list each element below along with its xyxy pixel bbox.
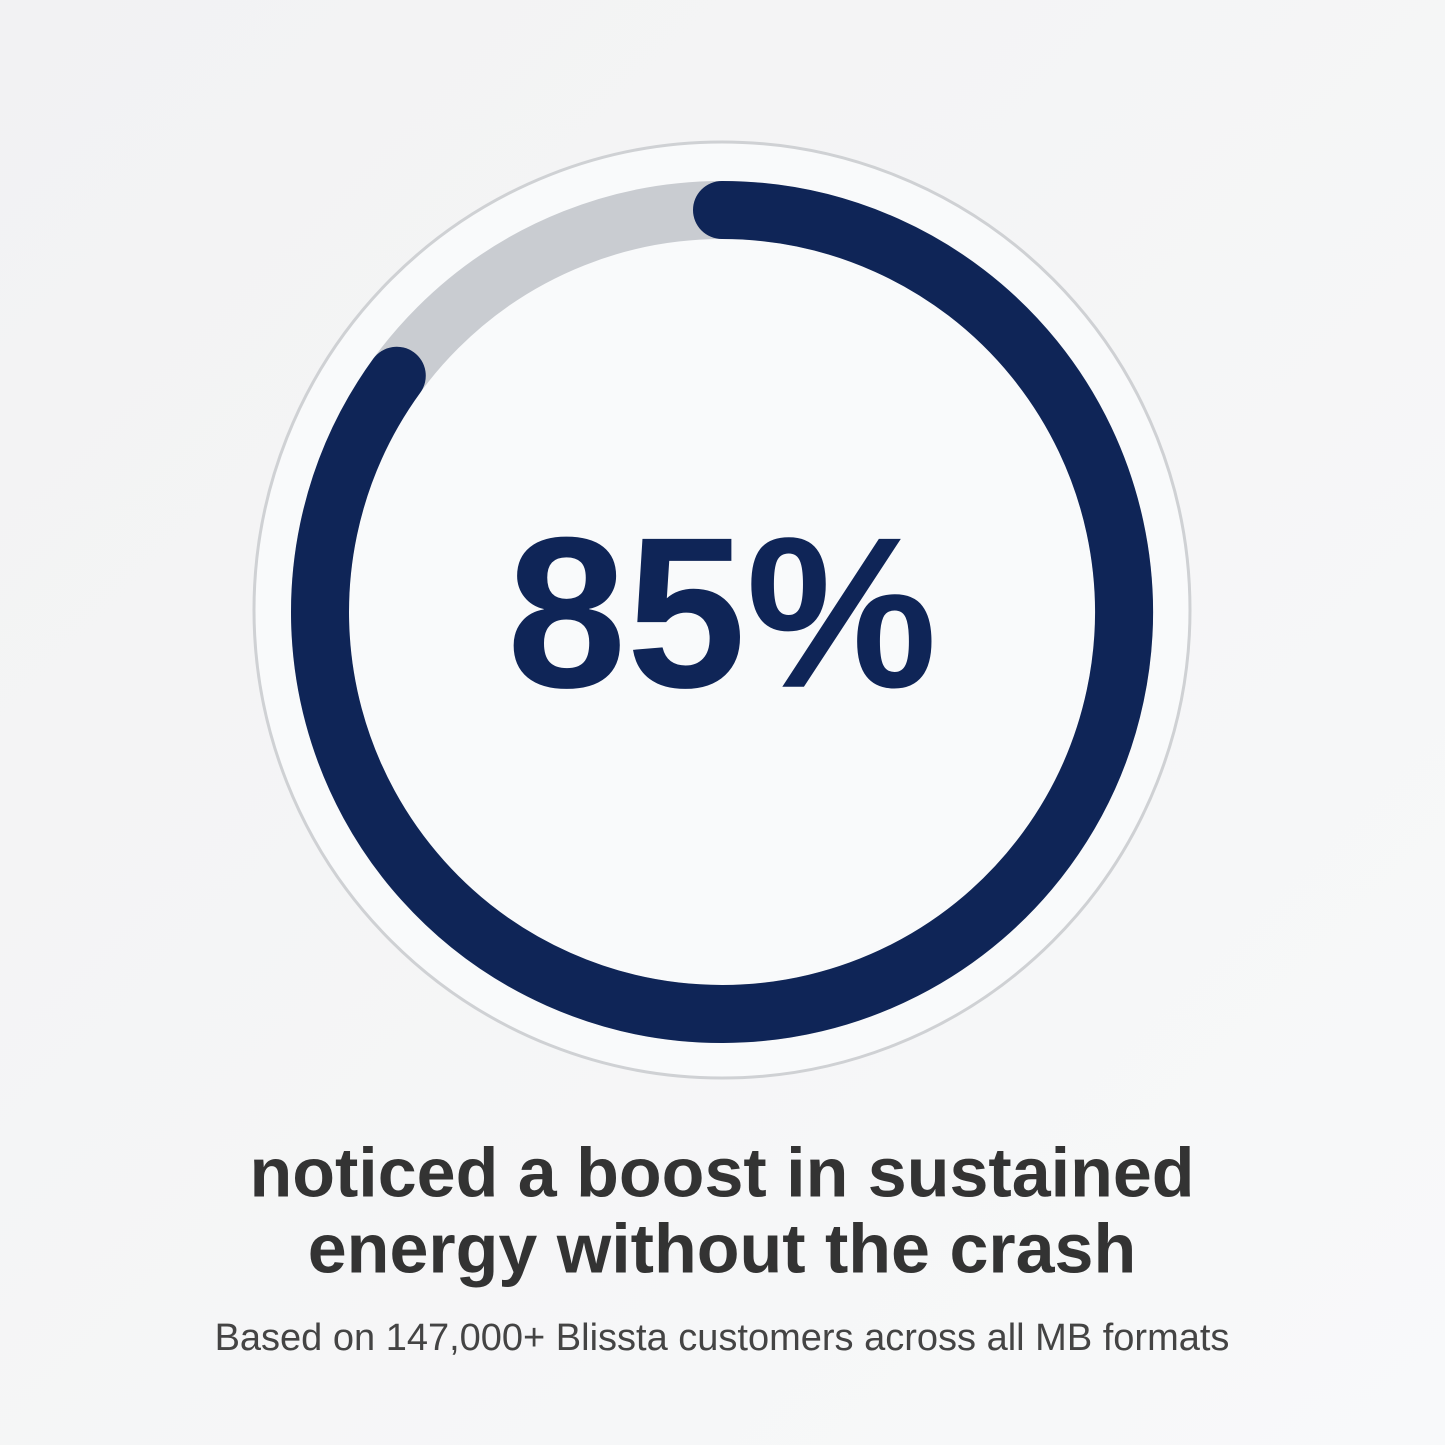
headline: noticed a boost in sustained (249, 1133, 1194, 1211)
note: Based on 147,000+ Blissta customers acro… (215, 1317, 1230, 1359)
ring (291, 181, 1153, 1043)
headline: energy without the crash (308, 1209, 1136, 1287)
value-label: 85% (507, 492, 937, 733)
progress-arc (291, 181, 1153, 1043)
outer-ring (252, 140, 1192, 1080)
